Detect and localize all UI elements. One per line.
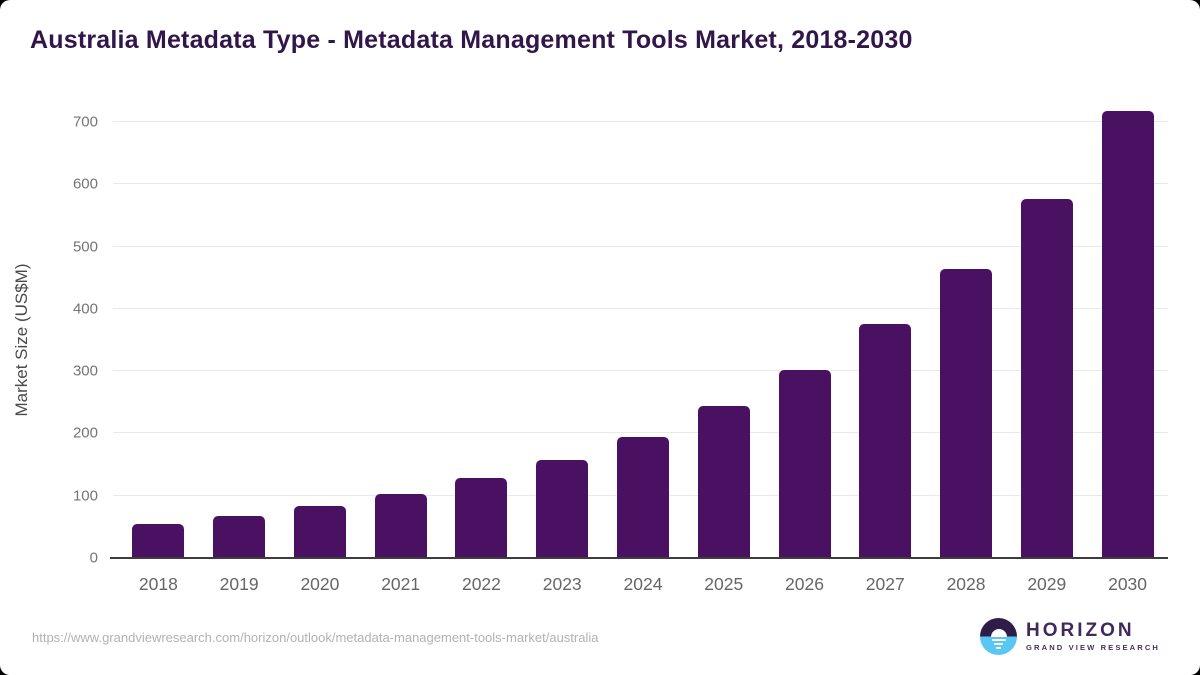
bar-column-2027 [845,122,926,558]
wave-line [991,639,1006,641]
bar-column-2028 [926,122,1007,558]
x-tick-label-2023: 2023 [542,574,582,594]
sun-shape [990,628,1007,637]
logo-text: HORIZON GRAND VIEW RESEARCH [1026,621,1160,652]
x-tick-label-2018: 2018 [138,574,178,594]
bar-2029 [1020,198,1073,558]
x-tick-label-2025: 2025 [704,574,744,594]
x-tick-label-2020: 2020 [300,574,340,594]
x-tick-label-2024: 2024 [623,574,663,594]
gridline-200 [113,432,1168,434]
bar-2030 [1101,111,1154,558]
gridline-500 [113,245,1168,247]
y-tick-label: 700 [72,113,98,131]
bar-2018 [132,524,185,558]
x-axis-line [110,557,1168,559]
y-tick-label: 300 [72,362,98,380]
bar-2022 [455,478,508,558]
gridline-400 [113,307,1168,309]
x-tick-label-2029: 2029 [1027,574,1067,594]
bar-2021 [374,494,427,558]
logo-name: HORIZON [1026,620,1135,641]
bar-column-2018 [118,122,199,558]
x-tick-label-2019: 2019 [219,574,259,594]
bar-2028 [940,269,993,558]
horizon-logo: HORIZON GRAND VIEW RESEARCH [980,618,1160,655]
y-tick-label: 500 [72,238,98,256]
bar-column-2026 [764,122,845,558]
chart-title: Australia Metadata Type - Metadata Manag… [30,26,913,54]
bar-2024 [616,436,669,558]
bars-layer [118,111,1168,558]
bar-column-2021 [360,122,441,558]
x-tick-label-2027: 2027 [865,574,905,594]
x-tick-label-2026: 2026 [785,574,824,594]
x-tick-label-2022: 2022 [461,574,501,594]
y-axis-ticks: 0 100 200 300 400 500 600 700 [0,114,100,567]
y-tick-label: 600 [72,175,98,193]
x-tick-label-2030: 2030 [1108,574,1148,594]
logo-subtitle: GRAND VIEW RESEARCH [1026,643,1160,652]
bar-2020 [293,505,346,558]
x-tick-label-2028: 2028 [946,574,986,594]
y-tick-label: 100 [72,487,98,505]
bar-column-2030 [1087,111,1168,558]
bar-2027 [859,323,912,558]
source-url: https://www.grandviewresearch.com/horizo… [32,630,599,645]
bar-column-2029 [1006,122,1087,558]
wave-line [996,646,1002,649]
bar-2025 [697,406,750,558]
horizon-sunset-icon [980,618,1018,655]
bar-column-2019 [199,122,280,558]
bar-2023 [536,459,589,558]
bar-column-2025 [683,122,764,558]
y-tick-label: 400 [72,300,98,318]
bar-2019 [213,516,266,558]
y-tick-label: 0 [89,549,98,567]
bar-column-2024 [603,122,684,558]
gridline-600 [113,183,1168,185]
bar-column-2020 [280,122,361,558]
y-tick-label: 200 [72,424,98,442]
gridline-300 [113,370,1168,372]
bar-column-2022 [441,122,522,558]
plot-area [110,111,1168,559]
bar-2026 [778,369,831,558]
x-axis-labels: 2018 2019 2020 2021 2022 2023 2024 2025 2026 2027… [118,568,1168,595]
bar-column-2023 [522,122,603,558]
wave-line [994,643,1004,645]
x-tick-label-2021: 2021 [381,574,421,594]
gridline-700 [113,121,1168,122]
